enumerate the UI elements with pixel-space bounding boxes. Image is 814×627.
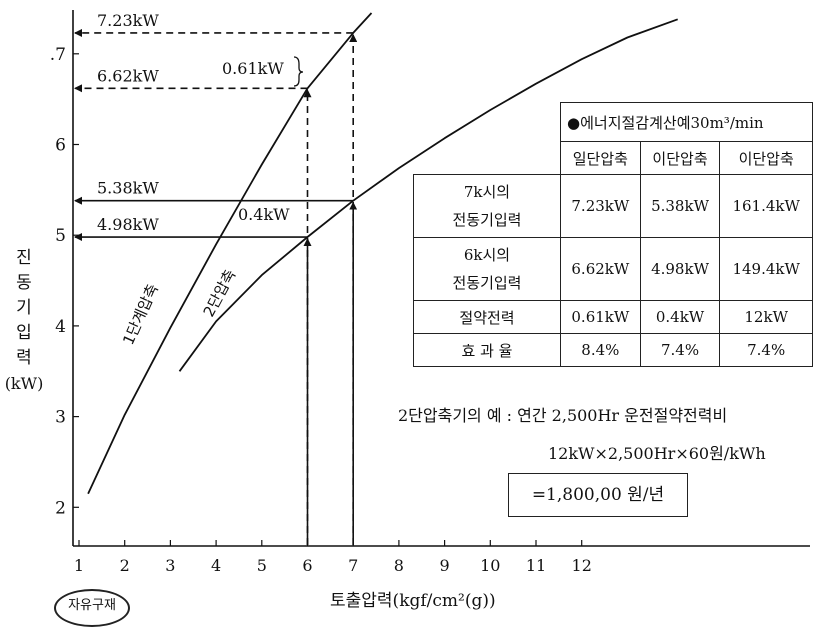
y-label-char: 입 — [16, 323, 32, 343]
x-tick-label: 7 — [348, 556, 358, 575]
series-label: 2단압축 — [200, 266, 240, 319]
reference-lines — [74, 28, 358, 545]
table-cell: 7.4% — [639, 333, 721, 367]
table-row: 효 과 율 8.4% 7.4% 7.4% — [413, 333, 813, 367]
table-row: 7k시의 전동기입력 7.23kW 5.38kW 161.4kW — [413, 174, 813, 238]
y-tick-label: 6 — [55, 136, 66, 156]
difference-label: 0.4kW — [238, 205, 290, 224]
x-tick-label: 12 — [572, 556, 592, 575]
column-header: 이단압축 — [639, 141, 721, 175]
y-label-char: 력 — [16, 348, 32, 368]
reference-value-label: 5.38kW — [97, 179, 159, 198]
chart-labels: 7.23kW 6.62kW 5.38kW 4.98kW 1단계압축 2단압축 0.61kW 0… — [97, 11, 304, 348]
row-label-line: 6k시의 — [463, 246, 511, 264]
row-label: 절약전력 — [413, 300, 561, 334]
table-cell: 8.4% — [560, 333, 641, 367]
reference-value-label: 6.62kW — [97, 66, 159, 85]
series-line-2stage — [178, 18, 679, 372]
table-cell: 12kW — [719, 300, 813, 334]
x-tick-label: 4 — [211, 556, 221, 575]
row-label: 6k시의 전동기입력 — [413, 237, 561, 301]
y-tick-label: .7 — [50, 45, 66, 65]
table-cell: 6.62kW — [560, 237, 641, 301]
table-cell: 0.61kW — [560, 300, 641, 334]
example-text: 2단압축기의 예 : 연간 2,500Hr 운전절약전력비 — [398, 406, 728, 425]
stamp: 자유구재 — [54, 589, 130, 627]
y-axis-label: 진 동 기 입 력 (kW) — [4, 246, 44, 396]
table-cell: 7.4% — [719, 333, 813, 367]
column-header: 이단압축 — [719, 141, 813, 175]
series-line-1stage — [87, 12, 373, 495]
energy-saving-table: ●에너지절감계산예30m³/min 일단압축 이단압축 이단압축 7k시의 전동… — [413, 102, 813, 367]
reference-value-label: 4.98kW — [97, 215, 159, 234]
y-tick-label: 5 — [55, 226, 66, 246]
table-title-row: ●에너지절감계산예30m³/min — [414, 102, 813, 142]
row-label-line: 전동기입력 — [452, 211, 522, 229]
y-tick-label: 2 — [55, 498, 66, 518]
x-tick-label: 5 — [257, 556, 267, 575]
x-tick-label: 1 — [74, 556, 84, 575]
table-cell: 4.98kW — [639, 237, 721, 301]
y-tick-label: 4 — [55, 317, 66, 337]
table-cell: 7.23kW — [560, 174, 641, 238]
table-title: ●에너지절감계산예30m³/min — [560, 102, 813, 142]
row-label-line: 7k시의 — [463, 183, 511, 201]
y-tick-label: 3 — [55, 408, 66, 428]
x-tick-label: 3 — [165, 556, 175, 575]
difference-label: 0.61kW — [222, 59, 284, 78]
table-row: 절약전력 0.61kW 0.4kW 12kW — [413, 300, 813, 334]
table-header-row: 일단압축 이단압축 이단압축 — [414, 141, 813, 175]
y-label-char: 기 — [16, 298, 32, 318]
x-axis-label: 토출압력(kgf/cm²(g)) — [330, 591, 496, 611]
row-label: 효 과 율 — [413, 333, 561, 367]
result-box: =1,800,00 원/년 — [508, 473, 688, 517]
table-row: 6k시의 전동기입력 6.62kW 4.98kW 149.4kW — [413, 237, 813, 301]
difference-brace — [293, 56, 304, 87]
curves — [87, 12, 679, 495]
row-label-line: 전동기입력 — [452, 274, 522, 292]
formula-text: 12kW×2,500Hr×60원/kWh — [548, 444, 766, 463]
row-label: 7k시의 전동기입력 — [413, 174, 561, 238]
x-tick-label: 10 — [480, 556, 500, 575]
x-tick-label: 9 — [440, 556, 450, 575]
table-cell: 0.4kW — [639, 300, 721, 334]
x-tick-label: 6 — [302, 556, 312, 575]
x-tick-label: 8 — [394, 556, 404, 575]
column-header: 일단압축 — [560, 141, 641, 175]
y-label-char: 동 — [16, 273, 32, 293]
y-label-unit: (kW) — [4, 374, 44, 393]
table-cell: 5.38kW — [639, 174, 721, 238]
y-label-char: 진 — [16, 248, 32, 268]
x-tick-label: 11 — [526, 556, 546, 575]
x-tick-label: 2 — [120, 556, 130, 575]
series-label: 1단계압축 — [119, 281, 162, 347]
table-cell: 161.4kW — [719, 174, 813, 238]
table-cell: 149.4kW — [719, 237, 813, 301]
reference-value-label: 7.23kW — [97, 11, 159, 30]
axes — [72, 10, 810, 547]
